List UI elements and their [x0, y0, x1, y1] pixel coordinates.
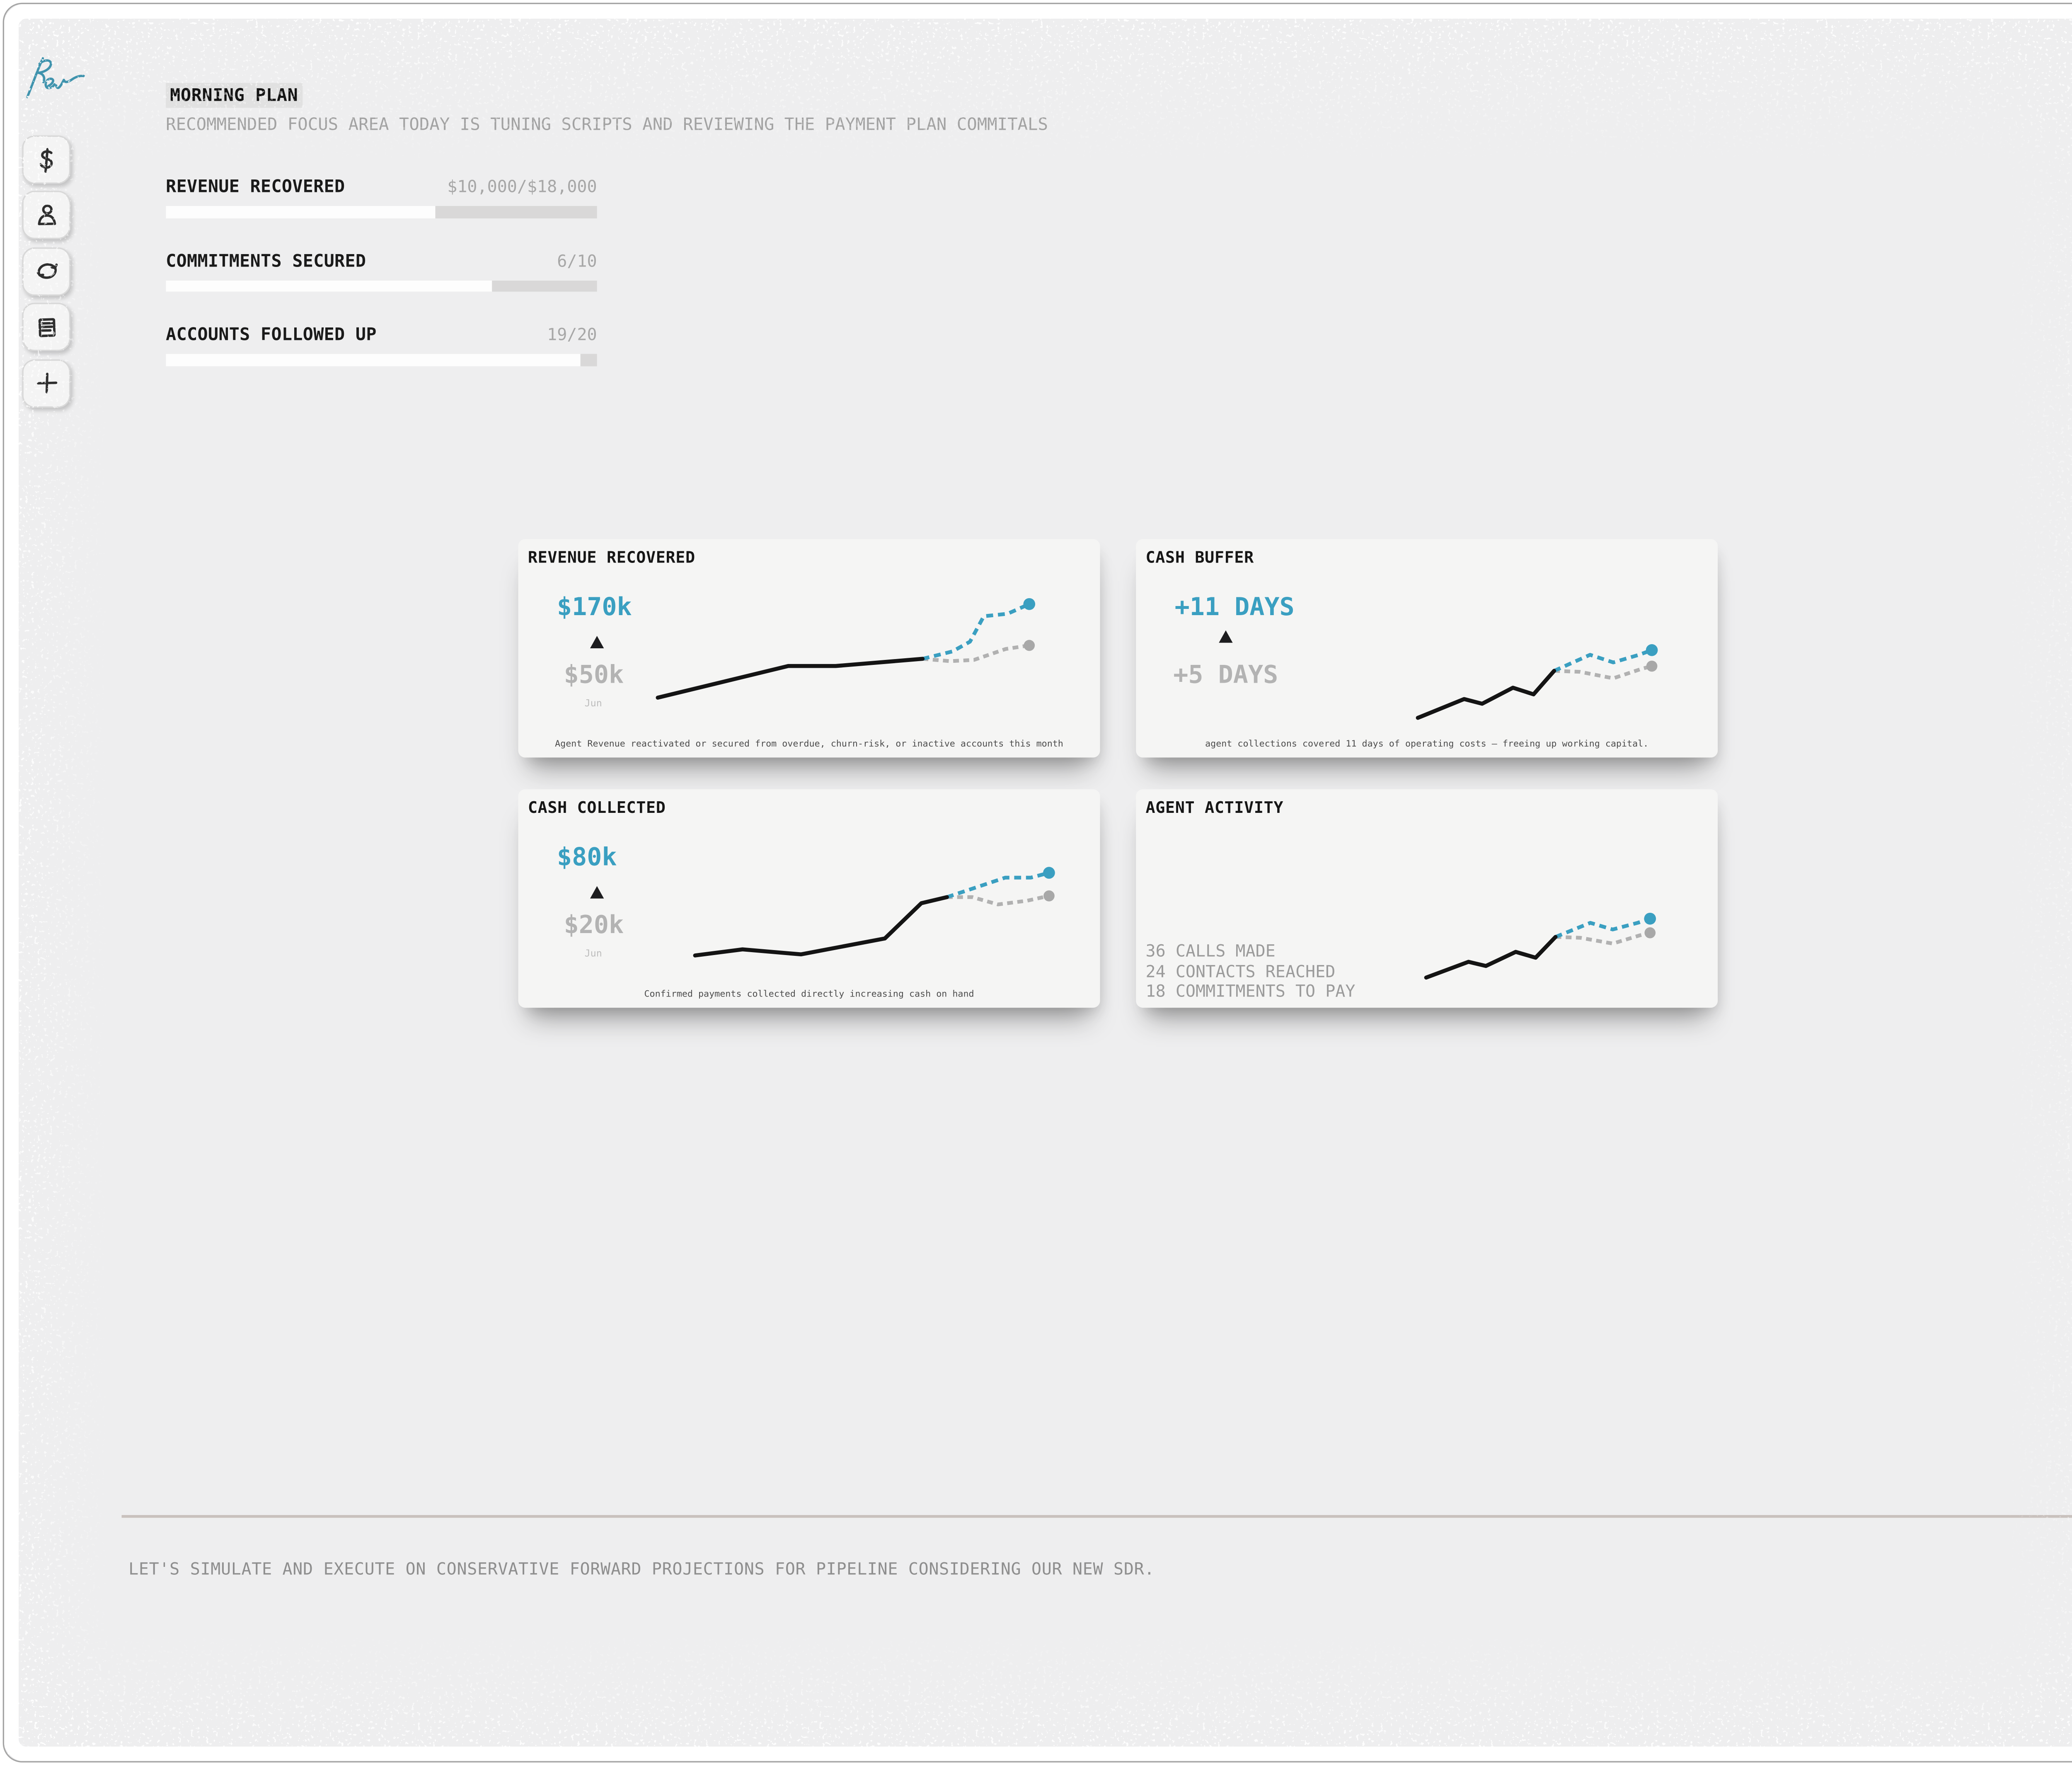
stat-calls-made: 36 CALLS MADE [1145, 941, 1276, 961]
goal-value: 6/10 [557, 251, 597, 270]
kpi-primary-value: $170k [557, 593, 632, 622]
goal-row: COMMITMENTS SECURED 6/10 [166, 250, 597, 292]
kpi-primary-value: +11 DAYS [1174, 593, 1295, 622]
sidebar-button-revenue[interactable] [22, 135, 71, 184]
sidebar [22, 135, 71, 407]
card-revenue-recovered: REVENUE RECOVERED $170k $50k Jun Agent R… [518, 539, 1100, 758]
goal-value: 19/20 [547, 325, 597, 344]
kpi-x-label: Jun [584, 948, 602, 960]
sparkline-chart [1416, 644, 1658, 720]
kpi-cards: REVENUE RECOVERED $170k $50k Jun Agent R… [518, 539, 1718, 1008]
header: MORNING PLAN RECOMMENDED FOCUS AREA TODA… [166, 80, 1048, 133]
kpi-primary-value: $80k [557, 843, 617, 873]
stat-commitments-to-pay: 18 COMMITMENTS TO PAY [1145, 981, 1356, 1001]
sidebar-button-add[interactable] [22, 359, 71, 407]
up-trend-marker [1219, 630, 1233, 643]
notes-icon [38, 318, 55, 337]
sparkline-chart [1424, 912, 1656, 980]
refresh-icon [36, 264, 57, 279]
page-subtitle: RECOMMENDED FOCUS AREA TODAY IS TUNING S… [166, 114, 1048, 133]
kpi-secondary-value: +5 DAYS [1173, 661, 1278, 690]
sparkline-chart [656, 598, 1036, 700]
goal-row: ACCOUNTS FOLLOWED UP 19/20 [166, 323, 597, 366]
goal-value: $10,000/$18,000 [447, 177, 597, 196]
sidebar-button-notes[interactable] [22, 303, 71, 352]
sidebar-button-refresh[interactable] [22, 247, 71, 296]
card-caption: Agent Revenue reactivated or secured fro… [555, 738, 1063, 749]
goal-label: ACCOUNTS FOLLOWED UP [166, 323, 377, 344]
card-title: CASH COLLECTED [528, 798, 666, 817]
progress-fill [166, 206, 436, 218]
agent-activity-stats: 36 CALLS MADE 24 CONTACTS REACHED 18 COM… [1146, 941, 1356, 1001]
rev-logo [26, 57, 85, 98]
chat-message: LET'S SIMULATE AND EXECUTE ON CONSERVATI… [128, 1559, 1155, 1579]
sidebar-button-contacts[interactable] [22, 191, 71, 240]
kpi-secondary-value: $50k [564, 661, 624, 690]
card-cash-collected: CASH COLLECTED $80k $20k Jun Confirmed p… [518, 789, 1100, 1008]
progress-fill [166, 280, 491, 292]
plus-icon [36, 373, 57, 394]
card-title: CASH BUFFER [1145, 547, 1254, 567]
progress-bar [166, 280, 597, 292]
up-trend-marker [590, 886, 604, 899]
dollar-icon [39, 147, 52, 172]
card-caption: Confirmed payments collected directly in… [644, 988, 974, 1000]
sparkline-chart [693, 867, 1055, 958]
goal-label: COMMITMENTS SECURED [166, 249, 366, 270]
progress-bar [166, 354, 597, 366]
kpi-x-label: Jun [584, 698, 602, 709]
card-title: REVENUE RECOVERED [528, 547, 695, 567]
progress-fill [166, 354, 580, 366]
page-title: MORNING PLAN [166, 82, 303, 107]
card-agent-activity: AGENT ACTIVITY 36 CALLS MADE 24 CONTACTS… [1136, 789, 1718, 1008]
goal-label: REVENUE RECOVERED [166, 175, 345, 196]
stat-contacts-reached: 24 CONTACTS REACHED [1145, 961, 1336, 981]
card-title: AGENT ACTIVITY [1145, 798, 1284, 817]
person-icon [37, 204, 56, 225]
goals-section: REVENUE RECOVERED $10,000/$18,000 COMMIT… [166, 176, 597, 398]
kpi-secondary-value: $20k [564, 911, 624, 940]
progress-bar [166, 206, 597, 218]
card-caption: agent collections covered 11 days of ope… [1205, 738, 1649, 749]
up-trend-marker [590, 636, 604, 649]
card-cash-buffer: CASH BUFFER +11 DAYS +5 DAYS agent colle… [1136, 539, 1718, 758]
goal-row: REVENUE RECOVERED $10,000/$18,000 [166, 176, 597, 218]
divider [121, 1515, 2072, 1517]
